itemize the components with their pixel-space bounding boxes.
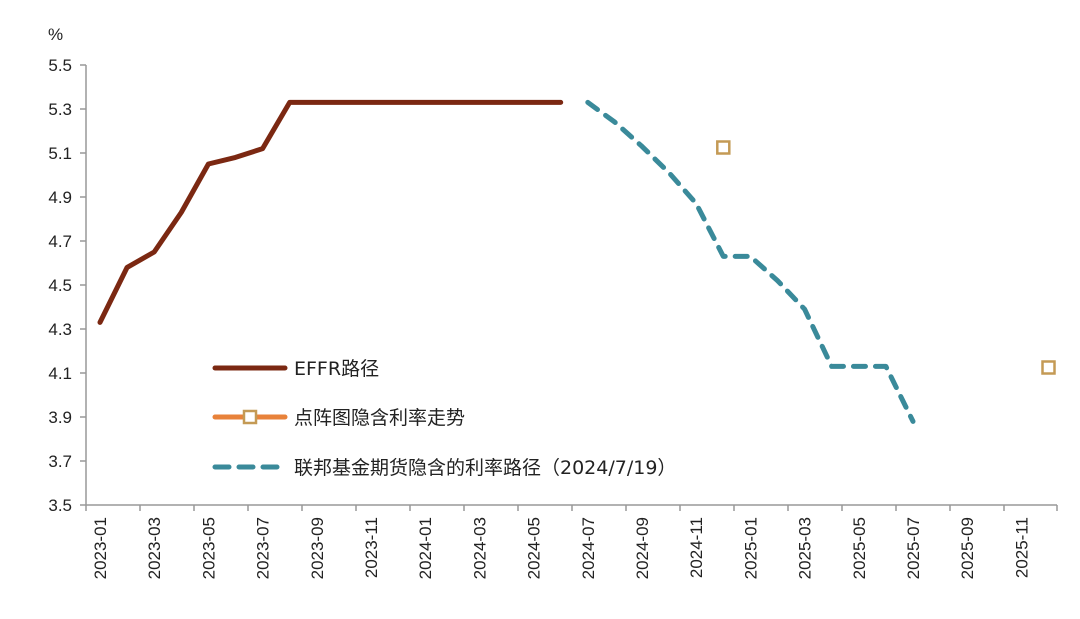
y-tick-label: 3.7 (48, 452, 72, 471)
x-tick-label: 2024-07 (579, 517, 598, 579)
x-tick-label: 2024-11 (687, 517, 706, 578)
series-layer (97, 99, 1056, 424)
y-tick-label: 5.1 (48, 144, 72, 163)
x-tick-label: 2024-03 (470, 517, 489, 579)
x-tick-label: 2025-01 (741, 517, 760, 579)
x-tick-label: 2025-11 (1012, 517, 1031, 578)
legend-label: 点阵图隐含利率走势 (294, 407, 465, 429)
x-tick-label: 2023-07 (254, 517, 273, 579)
y-tick-label: 4.3 (48, 320, 72, 339)
y-tick-label: 3.9 (48, 408, 72, 427)
dot-plot-marker (1041, 360, 1056, 375)
x-tick-label: 2025-09 (958, 517, 977, 579)
x-tick-label: 2023-09 (308, 517, 327, 579)
x-tick-label: 2024-05 (525, 517, 544, 579)
x-tick-label: 2024-01 (416, 517, 435, 579)
legend-label: 联邦基金期货隐含的利率路径（2024/7/19） (294, 457, 676, 479)
y-tick-label: 4.5 (48, 276, 72, 295)
axes: 3.5 3.7 3.9 4.1 4.3 4.5 4.7 4.9 5.1 5.3 5.5 2023-01… (48, 56, 1058, 579)
x-tick-label: 2025-07 (904, 517, 923, 579)
x-tick-label: 2023-05 (199, 517, 218, 579)
futures-implied-line (585, 99, 916, 424)
x-tick-label: 2025-05 (850, 517, 869, 579)
dot-plot-marker (716, 140, 731, 155)
y-tick-label: 4.9 (48, 188, 72, 207)
legend-label: EFFR路径 (294, 358, 379, 380)
y-tick-label: 4.1 (48, 364, 72, 383)
y-tick-label: 3.5 (48, 496, 72, 515)
y-tick-label: 4.7 (48, 232, 72, 251)
x-tick-label: 2023-01 (91, 517, 110, 579)
legend-swatch-marker (242, 409, 258, 425)
x-tick-label: 2023-03 (145, 517, 164, 579)
x-tick-label: 2024-09 (633, 517, 652, 579)
effr-line (97, 99, 564, 325)
y-axis-unit-label: % (48, 25, 63, 44)
y-tick-label: 5.5 (48, 56, 72, 75)
x-tick-label: 2023-11 (362, 517, 381, 578)
x-tick-label: 2025-03 (796, 517, 815, 579)
y-tick-label: 5.3 (48, 100, 72, 119)
